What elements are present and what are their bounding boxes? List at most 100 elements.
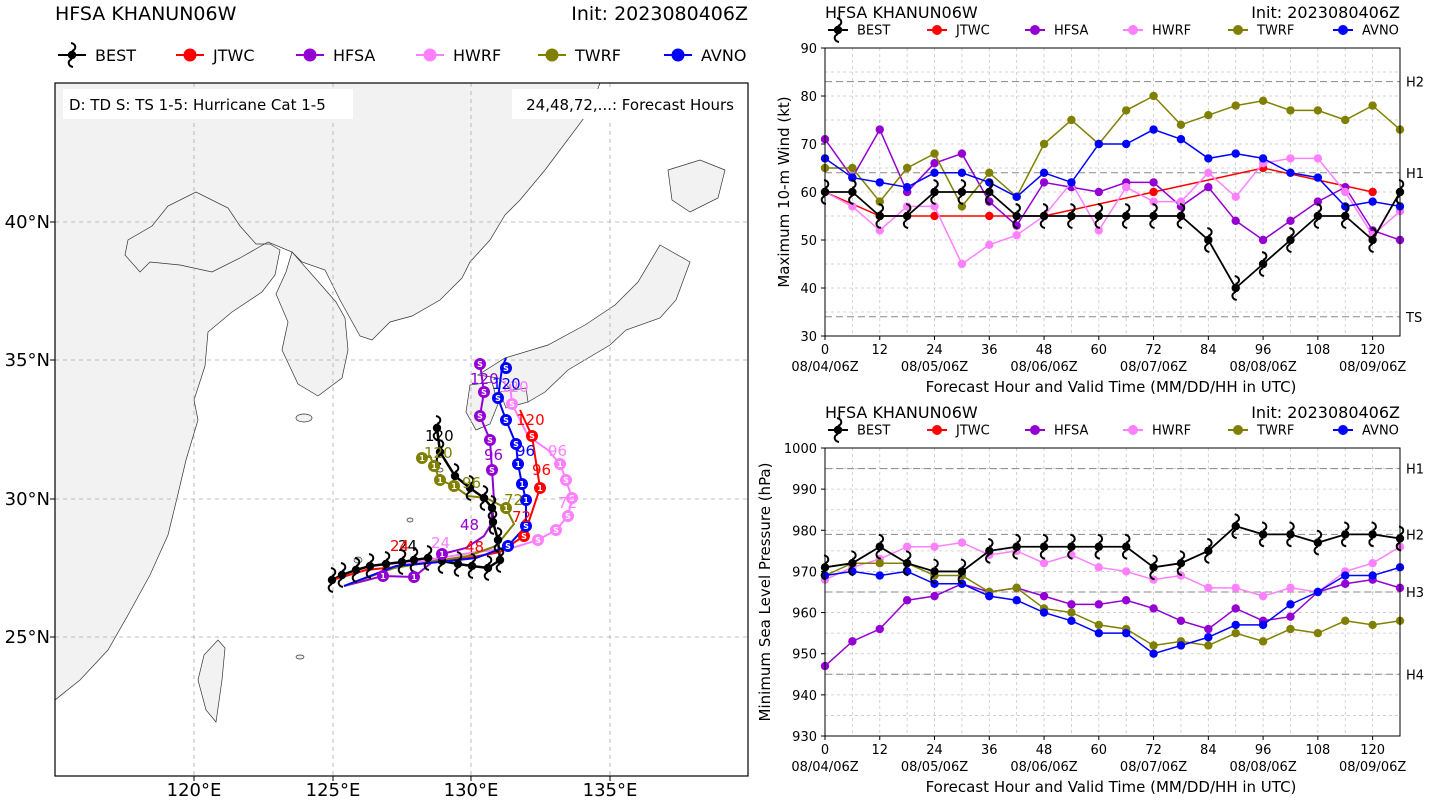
pressure-plot-frame	[824, 447, 1401, 737]
fhr-label: 72	[558, 494, 577, 512]
wind-date-label: 08/06/06Z	[1010, 360, 1077, 375]
pressure-line-twrf	[824, 562, 1401, 647]
wind-line-twrf	[825, 95, 1401, 208]
avno-marker	[516, 478, 528, 490]
lon-label-135: 135°E	[583, 780, 638, 800]
hfsa-marker	[377, 570, 389, 582]
wind-ytick-label: 40	[800, 282, 817, 297]
jtwc-marker	[526, 430, 538, 442]
pressure-point-hwrf	[902, 542, 912, 551]
marker-s: S	[503, 416, 509, 425]
pressure-ref-label: H4	[1406, 668, 1424, 683]
map-legend-label-best: BEST	[95, 46, 136, 65]
pressure-point-avno	[1258, 620, 1268, 630]
lat-label-40: 40°N	[5, 212, 50, 233]
pressure-point-hfsa	[902, 596, 912, 605]
pressure-point-twrf	[1012, 583, 1021, 593]
pressure-point-avno	[1286, 600, 1295, 609]
map-legend-marker-hwrf	[423, 48, 437, 62]
wind-ytick-label: 90	[800, 42, 817, 57]
map-info-right-box	[512, 89, 742, 119]
marker-s: S	[481, 388, 487, 397]
hfsa-marker	[484, 434, 496, 446]
hfsa-marker	[478, 386, 490, 398]
wind-point-avno	[1258, 154, 1268, 163]
pressure-point-avno	[1094, 628, 1104, 638]
wind-ref-label: H2	[1406, 76, 1424, 91]
wind-point-avno	[1176, 135, 1186, 144]
wind-point-jtwc	[1149, 187, 1158, 197]
pressure-ref-label: H1	[1406, 463, 1424, 478]
wind-point-hwrf	[1121, 183, 1131, 192]
wind-chart-init: Init: 2023080406Z	[1251, 3, 1400, 22]
wind-legend-marker-jtwc	[932, 25, 942, 35]
pressure-point-hfsa	[930, 591, 939, 601]
pressure-xtick-label: 36	[981, 743, 998, 758]
land-jeju	[295, 413, 313, 423]
marker-1: 1	[437, 476, 443, 485]
lat-label-25: 25°N	[5, 627, 50, 648]
hfsa-marker	[486, 464, 498, 476]
pressure-point-hwrf	[1368, 559, 1377, 568]
twrf-marker	[428, 460, 440, 472]
fhr-label: 72	[512, 508, 531, 526]
pressure-date-label: 08/07/06Z	[1120, 760, 1187, 775]
hwrf-marker	[566, 492, 578, 504]
fhr-label: 120	[492, 375, 521, 393]
wind-point-hfsa	[1149, 178, 1158, 187]
avno-marker	[510, 438, 522, 450]
pressure-point-twrf	[875, 559, 884, 568]
pressure-point-hfsa	[1039, 591, 1049, 601]
wind-point-jtwc	[1368, 187, 1377, 197]
fhr-label: 96	[516, 442, 535, 460]
map-legend-label-avno: AVNO	[701, 46, 746, 65]
wind-point-twrf	[957, 202, 967, 211]
pressure-point-avno	[1204, 633, 1213, 642]
marker-s: S	[513, 440, 519, 449]
map-legend-marker-best	[66, 42, 78, 68]
marker-1: 1	[557, 460, 563, 469]
avno-marker	[512, 458, 524, 470]
map-legend-marker-avno	[671, 48, 685, 62]
pressure-legend-label-hwrf: HWRF	[1152, 424, 1191, 439]
wind-point-hwrf	[1094, 226, 1104, 235]
map-legend-label-hfsa: HFSA	[333, 46, 375, 65]
wind-point-hfsa	[1204, 183, 1213, 192]
land-china	[55, 83, 601, 701]
map-legend-marker-hfsa	[303, 48, 317, 62]
pressure-legend-label-jtwc: JTWC	[955, 424, 990, 439]
pressure-point-avno	[1149, 649, 1158, 658]
land-hokkaido	[667, 159, 726, 213]
wind-point-hwrf	[930, 202, 939, 211]
pressure-point-avno	[1176, 641, 1186, 650]
pressure-point-hfsa	[1204, 624, 1213, 634]
track-map: HFSA KHANUN06W Init: 2023080406Z BEST JTW…	[5, 3, 749, 800]
wind-point-hwrf	[1176, 197, 1186, 206]
pressure-point-avno	[1368, 571, 1377, 580]
marker-s: S	[477, 412, 483, 421]
wind-point-twrf	[1176, 120, 1186, 129]
twrf-marker	[448, 480, 460, 492]
marker-s: S	[523, 522, 529, 531]
fhr-label: 48	[460, 516, 479, 534]
wind-legend-marker-avno	[1338, 25, 1348, 35]
wind-ytick-label: 30	[800, 330, 817, 345]
wind-point-twrf	[1313, 106, 1323, 115]
wind-legend-marker-twrf	[1233, 25, 1243, 35]
fhr-label: 120	[425, 427, 454, 445]
pressure-point-twrf	[1286, 624, 1295, 634]
wind-point-avno	[1368, 197, 1377, 206]
wind-point-hfsa	[930, 159, 939, 168]
pressure-point-best	[1203, 537, 1214, 564]
pressure-point-hwrf	[930, 542, 939, 551]
wind-date-label: 08/04/06Z	[791, 360, 858, 375]
pressure-chart-title: HFSA KHANUN06W	[825, 403, 978, 422]
hwrf-marker	[532, 534, 544, 546]
wind-point-hwrf	[1286, 154, 1295, 163]
fhr-label: 120	[424, 444, 453, 462]
wind-legend-marker-hwrf	[1128, 25, 1138, 35]
pressure-point-avno	[875, 571, 884, 580]
pressure-point-hwrf	[1121, 567, 1131, 576]
wind-point-hwrf	[1231, 192, 1240, 201]
wind-point-twrf	[1067, 115, 1076, 125]
